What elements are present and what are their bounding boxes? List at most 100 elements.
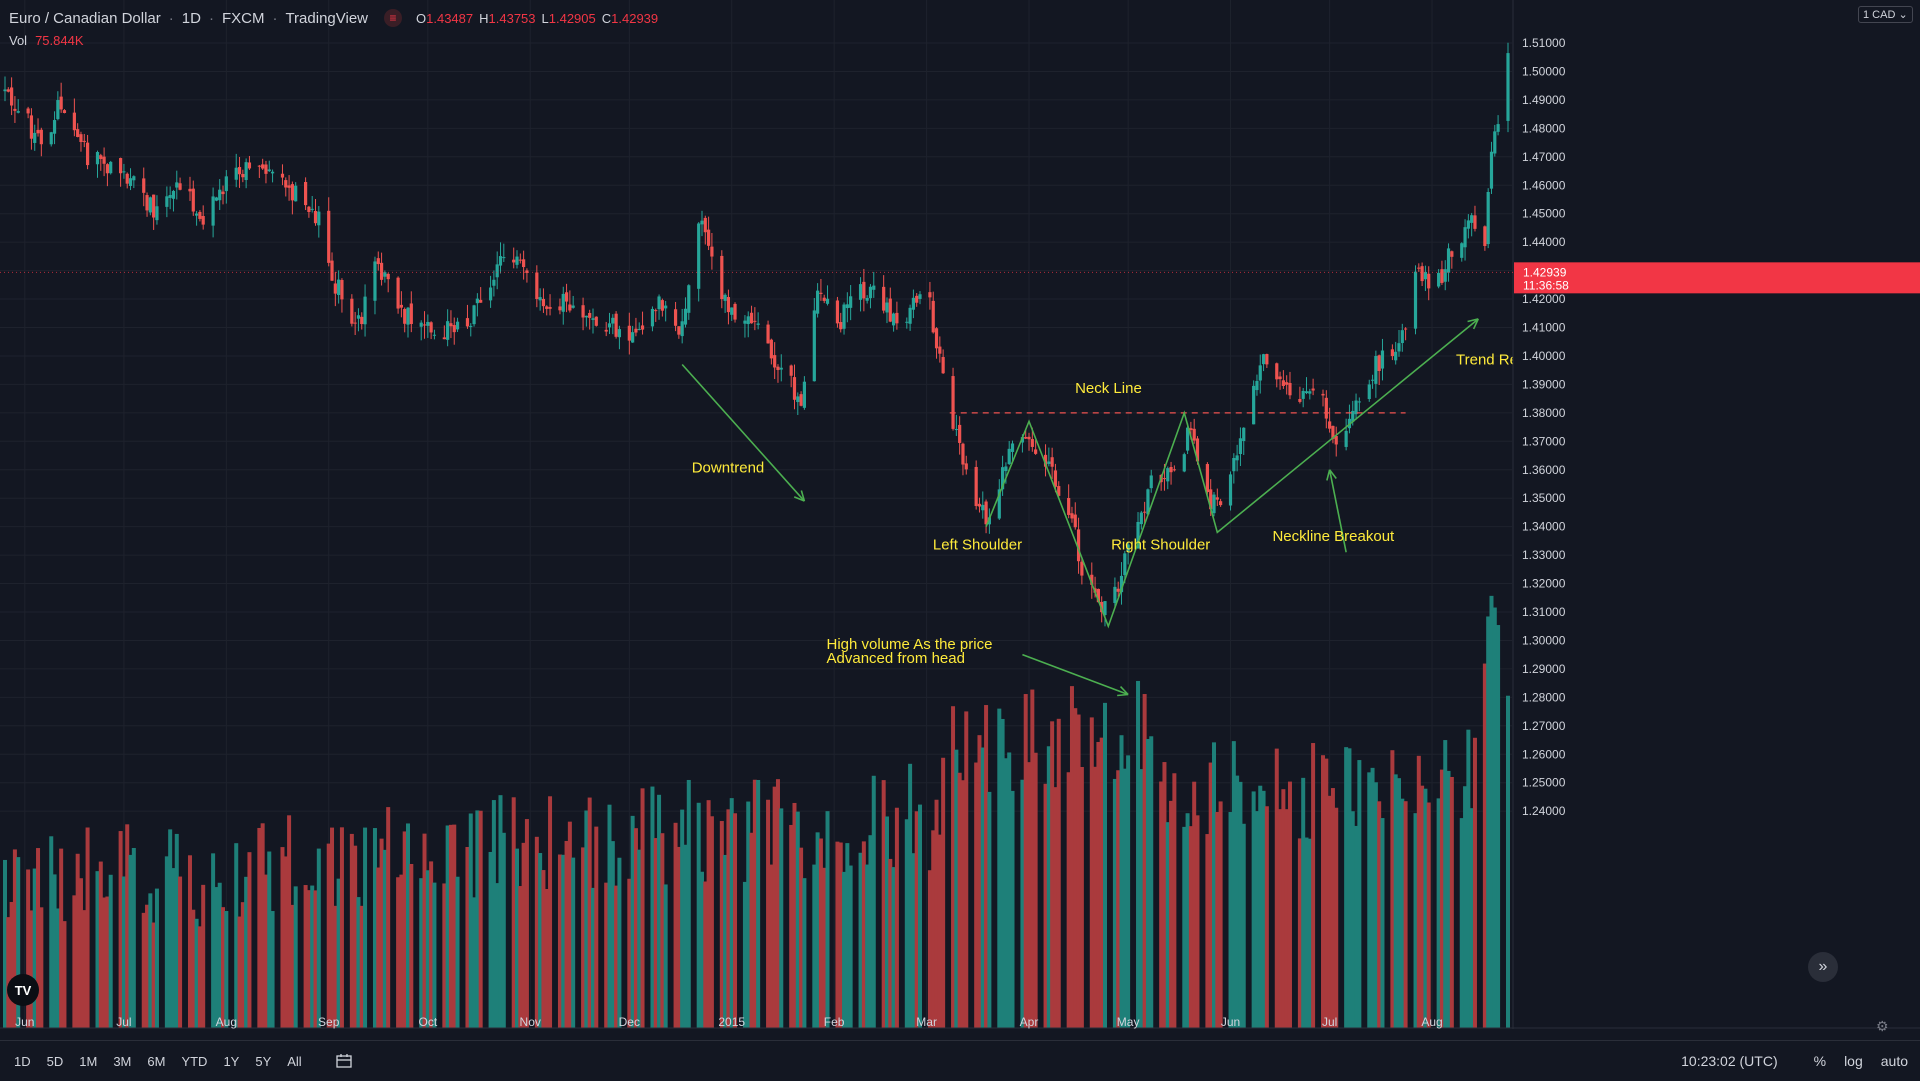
- candle-up: [858, 284, 863, 300]
- auto-toggle[interactable]: auto: [1880, 1053, 1908, 1069]
- volume-bar: [1172, 773, 1177, 1028]
- candle-up: [1103, 601, 1107, 616]
- candle-down: [1281, 380, 1285, 386]
- volume-bar: [59, 848, 64, 1028]
- candle-down: [1417, 267, 1421, 269]
- volume-bar: [1139, 769, 1144, 1028]
- no-entry-icon[interactable]: ≡: [384, 9, 402, 27]
- range-1m-button[interactable]: 1M: [79, 1053, 98, 1069]
- candle-up: [1400, 330, 1404, 344]
- candle-up: [432, 334, 437, 336]
- candle-down: [39, 129, 43, 145]
- volume-bar: [607, 804, 612, 1028]
- volume-bar: [468, 813, 473, 1028]
- price-tick-label: 1.51000: [1522, 36, 1566, 50]
- volume-bar: [541, 870, 546, 1028]
- volume-bar: [590, 887, 595, 1028]
- volume-bar: [548, 796, 553, 1028]
- range-all-button[interactable]: All: [287, 1053, 302, 1069]
- volume-bar: [1149, 736, 1154, 1028]
- volume-bar: [842, 871, 847, 1028]
- volume-bar: [1281, 789, 1286, 1028]
- candle-up: [406, 307, 410, 325]
- gear-icon[interactable]: ⚙: [1876, 1018, 1889, 1034]
- breakout-arrow-head: [1326, 469, 1331, 481]
- volume-bar: [699, 871, 704, 1028]
- range-5d-button[interactable]: 5D: [46, 1053, 64, 1069]
- volume-bar: [891, 867, 896, 1028]
- source-label: TradingView: [285, 9, 368, 27]
- symbol-name[interactable]: Euro / Canadian Dollar: [9, 9, 161, 27]
- double-chevron-right-icon[interactable]: »: [1808, 952, 1838, 982]
- price-tick-label: 1.40000: [1522, 349, 1566, 363]
- candle-down: [766, 324, 770, 344]
- candle-down: [1450, 251, 1454, 257]
- log-toggle[interactable]: log: [1844, 1053, 1863, 1069]
- candle-down: [257, 165, 261, 167]
- price-tick-label: 1.46000: [1522, 178, 1566, 192]
- volume-bar: [151, 922, 156, 1028]
- tradingview-logo-icon[interactable]: TV: [7, 974, 39, 1006]
- volume-bar: [660, 833, 665, 1028]
- calendar-range-icon[interactable]: [336, 1054, 352, 1068]
- candle-down: [422, 324, 427, 326]
- volume-bar: [653, 838, 658, 1028]
- candle-up: [802, 381, 806, 408]
- range-1d-button[interactable]: 1D: [14, 1053, 31, 1069]
- volume-legend[interactable]: Vol 75.844K: [9, 33, 84, 48]
- range-6m-button[interactable]: 6M: [147, 1053, 166, 1069]
- range-ytd-button[interactable]: YTD: [181, 1053, 208, 1069]
- symbol-legend[interactable]: Euro / Canadian Dollar · 1D · FXCM · Tra…: [9, 8, 658, 28]
- volume-bar: [818, 838, 823, 1028]
- candle-up: [218, 189, 222, 201]
- candle-up: [1007, 448, 1011, 464]
- price-tick-label: 1.27000: [1522, 719, 1566, 733]
- candle-up: [337, 279, 341, 296]
- candle-up: [95, 152, 100, 165]
- percent-toggle[interactable]: %: [1813, 1053, 1827, 1069]
- candle-down: [1324, 397, 1328, 419]
- candle-down: [799, 394, 803, 406]
- candle-down: [313, 211, 318, 224]
- volume-bar: [432, 882, 437, 1028]
- volume-bar: [561, 854, 566, 1028]
- candle-up: [1149, 475, 1153, 489]
- volume-bar: [795, 811, 800, 1028]
- candle-up: [1258, 365, 1262, 381]
- volume-bar: [1330, 788, 1335, 1028]
- volume-bar: [406, 823, 411, 1028]
- candle-up: [816, 290, 820, 314]
- candle-up: [561, 293, 565, 312]
- volume-bar: [1235, 775, 1240, 1028]
- candle-down: [403, 309, 407, 324]
- volume-bar: [1079, 767, 1084, 1028]
- volume-bar: [244, 876, 249, 1028]
- candle-down: [237, 167, 242, 175]
- candle-down: [119, 158, 123, 174]
- range-3m-button[interactable]: 3M: [113, 1053, 132, 1069]
- utc-clock[interactable]: 10:23:02 (UTC): [1681, 1053, 1778, 1069]
- volume-bar: [6, 917, 11, 1028]
- candle-up: [122, 171, 126, 173]
- currency-button[interactable]: 1 CAD ⌄: [1858, 6, 1913, 23]
- range-5y-button[interactable]: 5Y: [255, 1053, 272, 1069]
- price-tick-label: 1.48000: [1522, 121, 1566, 135]
- low-value: 1.42905: [548, 10, 596, 26]
- time-tick-label: Aug: [216, 1015, 237, 1029]
- volume-bar: [1093, 766, 1098, 1028]
- range-1y-button[interactable]: 1Y: [223, 1053, 240, 1069]
- volume-bar: [792, 802, 797, 1028]
- candle-up: [1182, 454, 1186, 472]
- interval-label[interactable]: 1D: [181, 9, 201, 27]
- candle-up: [446, 321, 450, 340]
- volume-bar: [911, 853, 916, 1028]
- candle-down: [429, 322, 433, 333]
- exchange-label: FXCM: [221, 9, 265, 27]
- annotation-neckline-breakout: Neckline Breakout: [1272, 528, 1395, 545]
- volume-bar: [766, 799, 771, 1028]
- volume-bar: [884, 816, 889, 1028]
- volume-bar: [1027, 762, 1032, 1028]
- candle-up: [637, 328, 641, 330]
- high-value: 1.43753: [488, 10, 536, 26]
